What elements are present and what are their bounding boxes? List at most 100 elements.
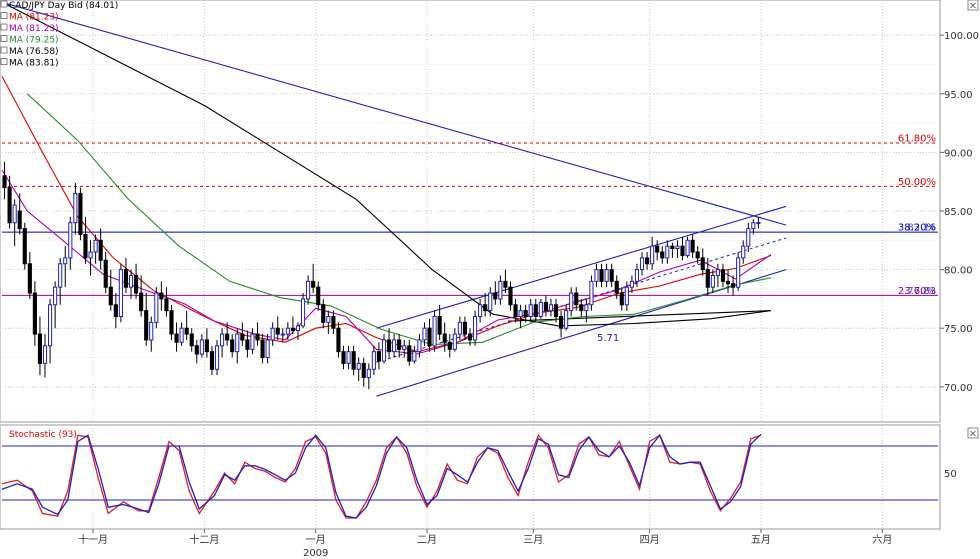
candle-body: [685, 239, 690, 257]
legend-checkbox: [0, 12, 8, 19]
candle-body: [392, 339, 397, 353]
candle-body: [746, 228, 751, 247]
fibonacci-levels: 61.80% 50.00% 38.20% 23.60% 83.16 77.83: [2, 134, 938, 297]
level-price-label: 83.16: [907, 223, 936, 234]
stochastic-lines: [1, 433, 938, 519]
stochastic-line: [1, 433, 762, 519]
candle-body: [695, 251, 700, 259]
candle-body: [432, 316, 437, 347]
stochastic-close-box[interactable]: [967, 427, 979, 439]
candle-body: [720, 269, 726, 282]
candle-body: [209, 351, 215, 370]
candle-body: [609, 269, 614, 282]
candle-body: [32, 292, 37, 335]
candle-body: [731, 283, 736, 288]
candle-body: [513, 304, 518, 317]
close-icon[interactable]: ×: [969, 429, 977, 440]
candle-body: [88, 251, 93, 259]
candle-body: [569, 292, 574, 312]
annotation-label: 5.71: [597, 333, 619, 344]
candle-body: [73, 192, 78, 224]
legend-entry: MA (79.25): [9, 36, 59, 46]
candle-body: [199, 339, 204, 355]
candle-body: [184, 327, 189, 335]
candle-body: [280, 333, 285, 336]
candle-body: [159, 292, 164, 300]
close-icon[interactable]: ×: [969, 1, 977, 12]
candle-body: [538, 301, 543, 317]
candle-body: [528, 304, 533, 317]
candle-body: [235, 333, 240, 353]
candle-body: [316, 286, 321, 306]
level-price-label: 77.83: [907, 286, 936, 297]
date-axis-label: 十一月: [78, 533, 108, 546]
candle-body: [412, 351, 417, 362]
candle-body: [265, 339, 270, 359]
fib-level-label: 50.00%: [898, 177, 936, 188]
trendlines: [1, 1, 787, 397]
candle-body: [629, 280, 634, 288]
candle-body: [230, 339, 235, 353]
stochastic-panel-grid: [92, 425, 883, 529]
trendline: [1, 1, 787, 226]
candle-body: [467, 333, 473, 341]
candle-body: [118, 269, 123, 318]
main-close-box[interactable]: [967, 0, 979, 11]
candle-body: [574, 292, 579, 306]
main-close-button[interactable]: ×: [967, 0, 979, 12]
candle-body: [452, 333, 457, 350]
candle-body: [756, 222, 761, 225]
candle-body: [149, 321, 154, 341]
candle-body: [483, 304, 488, 312]
date-axis-label: 一月: [306, 534, 326, 546]
candle-body: [326, 316, 331, 323]
legend-checkbox: [0, 35, 8, 42]
candle-body: [376, 351, 381, 362]
candle-body: [134, 274, 139, 294]
candle-body: [204, 339, 209, 353]
candle-body: [164, 298, 169, 312]
candle-body: [488, 292, 493, 312]
candle-body: [624, 286, 629, 306]
date-axis-label: 十二月: [189, 533, 219, 546]
date-axis-label: 六月: [872, 534, 892, 546]
candle-body: [154, 292, 159, 323]
price-axis: 100.00 95.00 90.00 85.00 80.00 75.00 70.00 50: [940, 31, 979, 480]
candle-body: [58, 263, 63, 288]
candle-body: [123, 269, 129, 288]
candle-body: [710, 274, 715, 288]
candle-body: [275, 327, 280, 335]
candle-body: [179, 327, 184, 343]
stochastic-close-button[interactable]: ×: [967, 427, 979, 440]
candle-body: [250, 333, 255, 350]
channel-median-line: [376, 237, 787, 363]
candle-body: [660, 251, 665, 259]
moving-average-line: [1, 75, 772, 353]
fib-level-label: 38.20%: [898, 223, 936, 234]
candle-body: [599, 269, 604, 282]
year-label: 2009: [303, 548, 328, 559]
candle-body: [442, 333, 447, 343]
candle-body: [128, 274, 134, 288]
candle-body: [78, 192, 83, 235]
trendline: [1, 1, 772, 327]
candle-body: [260, 339, 265, 359]
candle-body: [189, 333, 194, 347]
candle-body: [139, 292, 144, 312]
candle-body: [42, 345, 48, 364]
candle-body: [371, 351, 376, 370]
candle-body: [427, 327, 432, 347]
candle-body: [543, 301, 548, 312]
candle-body: [680, 245, 685, 257]
candle-body: [705, 269, 710, 288]
candle-body: [548, 304, 554, 312]
candle-body: [655, 245, 660, 253]
candle-body: [639, 257, 645, 271]
candle-body: [306, 280, 311, 300]
candle-body: [53, 286, 58, 306]
candle-body: [47, 304, 53, 347]
candle-body: [690, 239, 695, 253]
moving-average-line: [26, 93, 772, 346]
candle-body: [366, 368, 371, 378]
